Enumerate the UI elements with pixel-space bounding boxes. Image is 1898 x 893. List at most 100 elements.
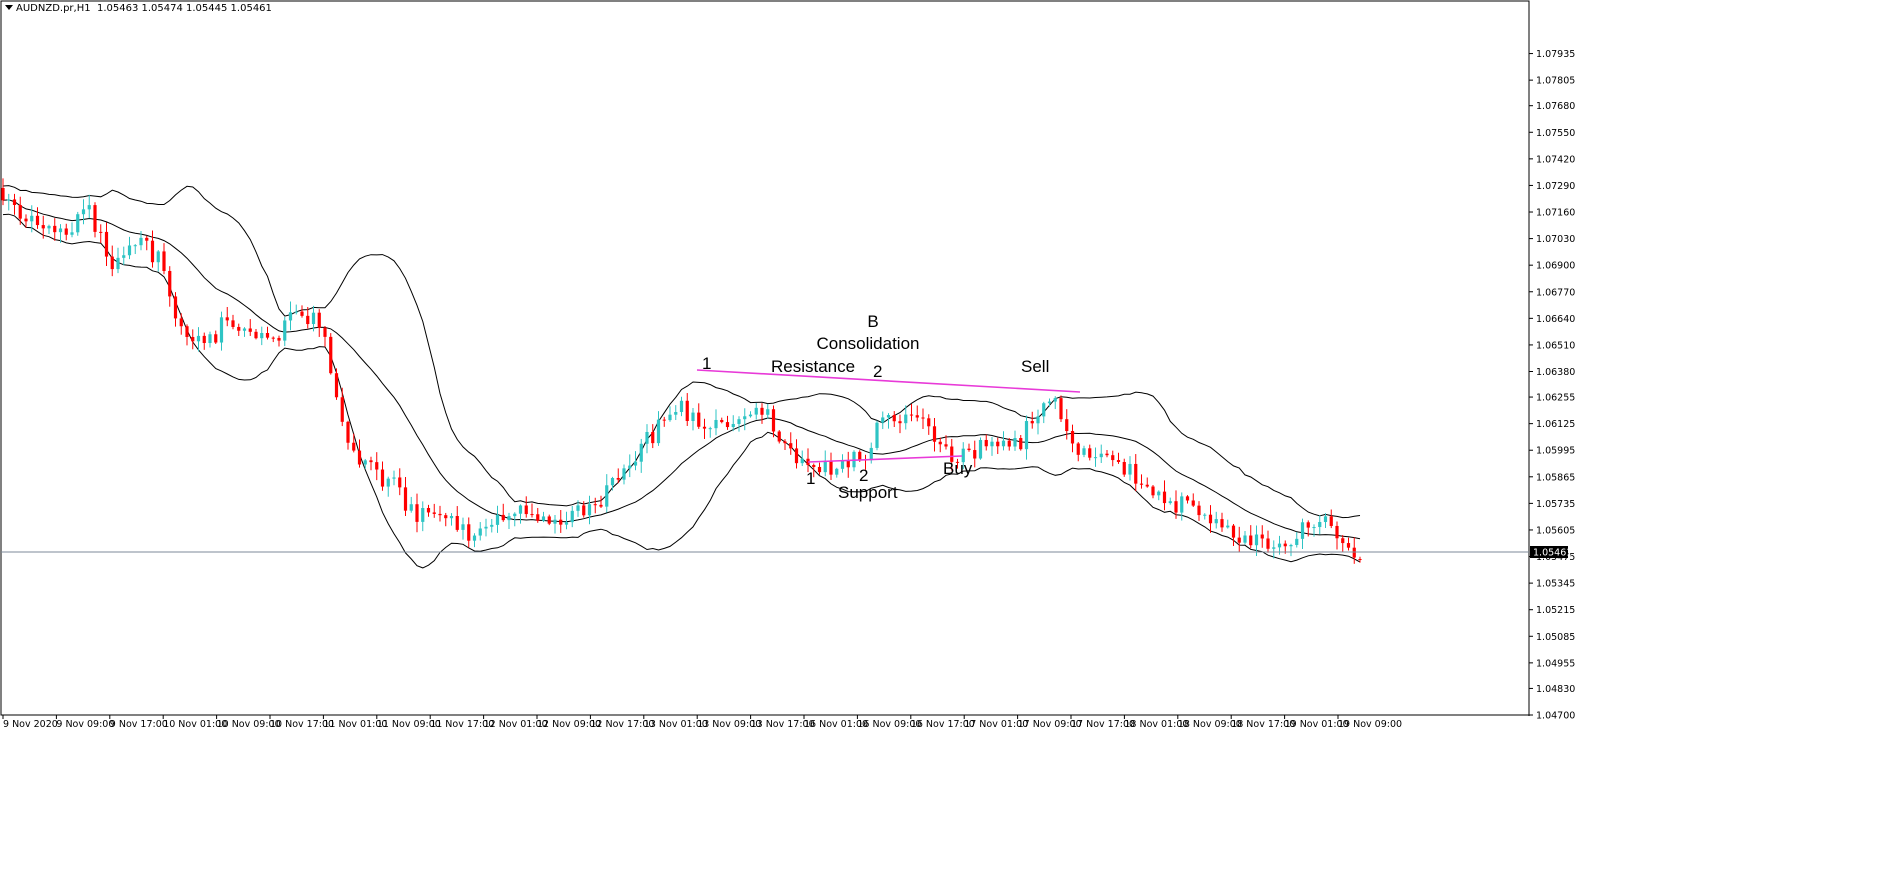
candle [1145, 477, 1149, 488]
candle [110, 245, 114, 277]
candle-body [340, 397, 344, 422]
price-tick-label: 1.05345 [1536, 579, 1575, 590]
candle [633, 451, 638, 471]
candle-body [622, 468, 626, 480]
candle-body [208, 334, 212, 344]
candle [1214, 511, 1218, 529]
candle [794, 439, 799, 469]
candle-body [691, 412, 695, 421]
candle-body [173, 296, 178, 319]
price-tick-label: 1.05085 [1536, 632, 1575, 643]
candle [271, 336, 275, 343]
candle-body [260, 332, 264, 339]
candle-body [645, 431, 649, 444]
bollinger-middle-band [2, 199, 1361, 540]
candle-body [944, 444, 948, 447]
candle [185, 324, 189, 346]
candle [478, 522, 482, 541]
candle [875, 420, 879, 451]
price-tick-label: 1.04955 [1536, 658, 1575, 669]
candle-body [886, 415, 891, 418]
candle [697, 403, 701, 429]
candle-body [823, 460, 827, 473]
candle-body [892, 415, 896, 422]
time-tick-label: 10 Nov 01:00 [163, 719, 227, 730]
candle-body [145, 237, 149, 241]
candle-body [277, 337, 281, 341]
candle [1128, 456, 1132, 481]
candle-body [978, 439, 983, 459]
candle [553, 515, 557, 534]
annotation-consolidation: Consolidation [816, 334, 919, 353]
candle-body [1226, 525, 1230, 528]
candle [564, 511, 569, 530]
candle-body [35, 215, 40, 226]
candle-body [846, 460, 850, 468]
candle-body [30, 215, 34, 222]
candle-body [812, 465, 816, 467]
candle [265, 326, 270, 340]
candle-body [133, 245, 137, 247]
candle-body [1076, 443, 1080, 455]
candle-body [375, 462, 379, 470]
candle [1180, 492, 1184, 521]
candle-body [122, 255, 126, 258]
candle-body [881, 417, 885, 423]
time-tick-label: 18 Nov 17:00 [1231, 719, 1295, 730]
candle-body [616, 478, 620, 480]
candle-body [415, 504, 419, 522]
time-tick-label: 12 Nov 17:00 [590, 719, 654, 730]
candle [99, 224, 103, 244]
candle-body [202, 335, 206, 344]
time-tick-label: 19 Nov 09:00 [1338, 719, 1402, 730]
candle-body [127, 245, 132, 256]
candle-body [478, 528, 482, 536]
time-tick-label: 19 Nov 01:00 [1285, 719, 1349, 730]
price-tick-label: 1.07935 [1536, 49, 1575, 60]
candle [835, 467, 839, 478]
dropdown-caret-icon[interactable] [5, 5, 13, 10]
candle-body [927, 418, 931, 427]
candle-body [536, 514, 540, 521]
candle-body [219, 317, 224, 343]
candle [547, 514, 551, 526]
candle-body [449, 516, 454, 519]
candle [24, 214, 28, 228]
candle [1036, 409, 1040, 435]
candle-body [438, 513, 442, 516]
candle-body [1249, 535, 1253, 546]
time-tick-label: 11 Nov 01:00 [323, 719, 387, 730]
candle-body [53, 225, 57, 233]
candle-body [1116, 460, 1121, 462]
candle-body [570, 510, 574, 523]
candle [1346, 537, 1351, 551]
candle-body [1099, 453, 1103, 458]
time-tick-label: 16 Nov 09:00 [857, 719, 921, 730]
price-tick-label: 1.04700 [1536, 711, 1575, 722]
candle-body [1013, 438, 1017, 447]
candle-body [1168, 501, 1172, 504]
candle-body [1122, 461, 1126, 475]
candle [1, 178, 5, 206]
candle-body [1088, 448, 1092, 458]
candle-body [1001, 440, 1006, 447]
candle [1099, 444, 1103, 463]
candle [714, 409, 718, 436]
candle [1254, 525, 1259, 556]
candle [329, 333, 333, 375]
candle-body [651, 431, 655, 444]
candle-body [380, 469, 385, 487]
candle [892, 411, 896, 428]
candle [455, 506, 459, 532]
candle-body [179, 318, 183, 327]
candle [444, 512, 448, 527]
candle [87, 194, 91, 219]
price-tick-label: 1.07160 [1536, 208, 1575, 219]
annotation-resistance: Resistance [771, 357, 855, 376]
candle [1341, 535, 1345, 552]
candle [955, 458, 960, 469]
candle-body [875, 422, 879, 448]
candle [1082, 445, 1086, 458]
